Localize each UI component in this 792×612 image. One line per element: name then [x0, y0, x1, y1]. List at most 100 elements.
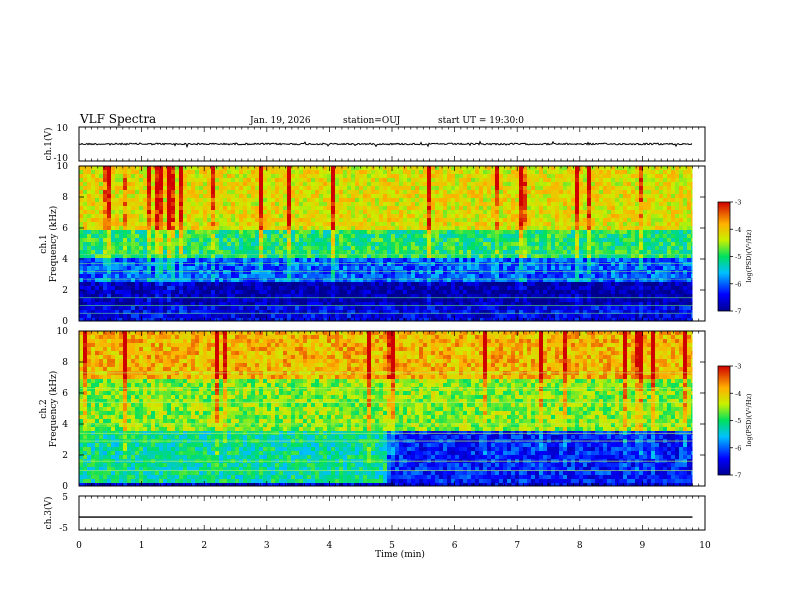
spectrogram-cell	[163, 194, 167, 198]
spectrogram-cell	[567, 214, 571, 218]
spectrogram-cell	[239, 218, 243, 222]
spectrogram-cell	[323, 242, 327, 246]
spectrogram-cell	[91, 230, 95, 234]
spectrogram-cell	[299, 226, 303, 230]
spectrogram-cell	[99, 286, 103, 290]
spectrogram-cell	[103, 250, 107, 254]
spectrogram-cell	[475, 246, 479, 250]
spectrogram-cell	[683, 234, 687, 238]
spectrogram-cell	[671, 230, 675, 234]
spectrogram-cell	[627, 270, 631, 274]
spectrogram-cell	[287, 174, 291, 178]
spectrogram-cell	[411, 182, 415, 186]
spectrogram-cell	[243, 286, 247, 290]
spectrogram-cell	[691, 226, 693, 230]
spectrogram-cell	[271, 226, 275, 230]
spectrogram-cell	[447, 186, 451, 190]
spectrogram-cell	[179, 218, 183, 222]
spectrogram-cell	[375, 230, 379, 234]
spectrogram-cell	[431, 166, 435, 170]
spectrogram-cell	[327, 206, 331, 210]
spectrogram-cell	[531, 210, 535, 214]
date-label: Jan. 19, 2026	[249, 116, 311, 126]
spectrogram-cell	[679, 194, 683, 198]
spectrogram-cell	[171, 194, 175, 198]
spectrogram-cell	[231, 170, 235, 174]
spectrogram-cell	[511, 166, 515, 170]
spectrogram-cell	[435, 266, 439, 270]
spectrogram-cell	[639, 186, 643, 190]
spectrogram-cell	[263, 174, 267, 178]
spectrogram-cell	[287, 286, 291, 290]
spectrogram-cell	[315, 210, 319, 214]
spectrogram-cell	[515, 178, 519, 182]
spectrogram-cell	[299, 238, 303, 242]
spectrogram-cell	[503, 174, 507, 178]
spectrogram-cell	[599, 198, 603, 202]
spectrogram-cell	[339, 202, 343, 206]
spectrogram-cell	[527, 238, 531, 242]
spectrogram-cell	[563, 246, 567, 250]
spectrogram-cell	[283, 194, 287, 198]
spectrogram-cell	[359, 246, 363, 250]
spectrogram-cell	[503, 202, 507, 206]
spectrogram-cell	[403, 190, 407, 194]
spectrogram-cell	[239, 226, 243, 230]
spectrogram-cell	[79, 210, 83, 214]
spectrogram-cell	[463, 198, 467, 202]
spectrogram-cell	[511, 226, 515, 230]
spectrogram-cell	[691, 286, 693, 290]
spectrogram-cell	[635, 238, 639, 242]
spectrogram-cell	[107, 258, 111, 262]
spectrogram-cell	[99, 202, 103, 206]
spectrogram-cell	[111, 174, 115, 178]
spectrogram-cell	[315, 234, 319, 238]
spectrogram-cell	[279, 230, 283, 234]
spectrogram-cell	[671, 290, 675, 294]
spectrogram-cell	[207, 258, 211, 262]
spectrogram-cell	[119, 218, 123, 222]
spectrogram-cell	[551, 274, 555, 278]
spectrogram-cell	[335, 242, 339, 246]
spectrogram-cell	[663, 266, 667, 270]
spectrogram-cell	[123, 230, 127, 234]
spectrogram-cell	[651, 198, 655, 202]
spectrogram-cell	[303, 222, 307, 226]
spectrogram-cell	[675, 234, 679, 238]
spectrogram-cell	[483, 266, 487, 270]
spectrogram-cell	[147, 242, 151, 246]
spectrogram-cell	[623, 270, 627, 274]
spectrogram-cell	[687, 286, 691, 290]
spectrogram-cell	[415, 202, 419, 206]
spectrogram-cell	[683, 214, 687, 218]
spectrogram-cell	[551, 250, 555, 254]
spectrogram-cell	[339, 166, 343, 170]
spectrogram-cell	[483, 278, 487, 282]
spectrogram-cell	[443, 258, 447, 262]
spectrogram-cell	[311, 206, 315, 210]
spectrogram-cell	[427, 266, 431, 270]
spectrogram-cell	[531, 230, 535, 234]
spectrogram-cell	[307, 274, 311, 278]
spectrogram-cell	[363, 210, 367, 214]
spectrogram-cell	[587, 270, 591, 274]
spectrogram-cell	[383, 222, 387, 226]
spectrogram-cell	[147, 218, 151, 222]
spectrogram-cell	[339, 290, 343, 294]
spectrogram-cell	[571, 210, 575, 214]
spectrogram-cell	[411, 278, 415, 282]
spectrogram-cell	[347, 282, 351, 286]
spectrogram-cell	[547, 250, 551, 254]
spectrogram-cell	[399, 190, 403, 194]
spectrogram-cell	[507, 266, 511, 270]
spectrogram-cell	[235, 202, 239, 206]
spectrogram-cell	[191, 210, 195, 214]
spectrogram-cell	[395, 210, 399, 214]
spectrogram-cell	[475, 254, 479, 258]
spectrogram-cell	[635, 226, 639, 230]
spectrogram-cell	[655, 170, 659, 174]
spectrogram-cell	[555, 250, 559, 254]
spectrogram-cell	[623, 194, 627, 198]
spectrogram-cell	[319, 206, 323, 210]
spectrogram-cell	[119, 206, 123, 210]
